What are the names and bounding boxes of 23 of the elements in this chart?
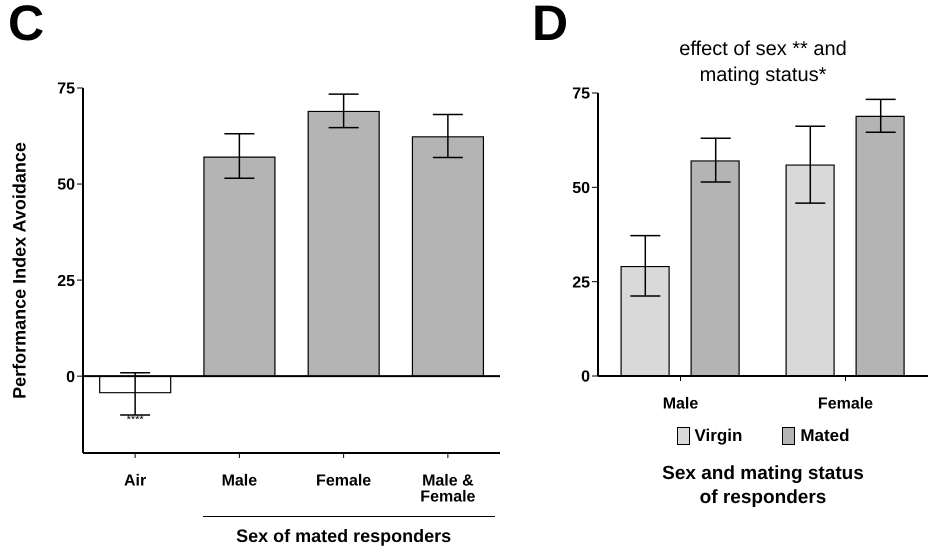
y-axis-title: Performance Index Avoidance xyxy=(9,142,30,399)
annotation: **** xyxy=(126,414,145,426)
y-tick-label: 75 xyxy=(572,86,590,103)
y-tick-label: 50 xyxy=(57,176,76,194)
chart-title: C xyxy=(8,0,44,52)
y-tick-label: 0 xyxy=(66,368,76,386)
legend-label: Mated xyxy=(799,426,850,446)
y-tick-label: 75 xyxy=(57,80,76,98)
chart-subtitle: effect of sex ** and mating status* xyxy=(678,37,848,88)
legend-label: Virgin xyxy=(694,426,742,446)
y-tick-label: 25 xyxy=(572,274,590,292)
x-axis-title: Sex and mating status of responders xyxy=(661,462,865,510)
y-tick-label: 50 xyxy=(572,180,590,198)
x-tick-label: Male xyxy=(662,395,698,412)
y-tick-label: 25 xyxy=(57,272,76,290)
chart-title: D xyxy=(532,0,568,52)
x-tick-label: Male xyxy=(222,472,258,490)
x-tick-label: Air xyxy=(124,472,146,490)
x-tick-label: Female xyxy=(818,395,874,412)
x-tick-label: Female xyxy=(316,472,372,490)
y-tick-label: 0 xyxy=(581,368,590,386)
x-axis-title: Sex of mated responders xyxy=(235,526,452,547)
x-tick-label: Male & Female xyxy=(420,472,476,506)
